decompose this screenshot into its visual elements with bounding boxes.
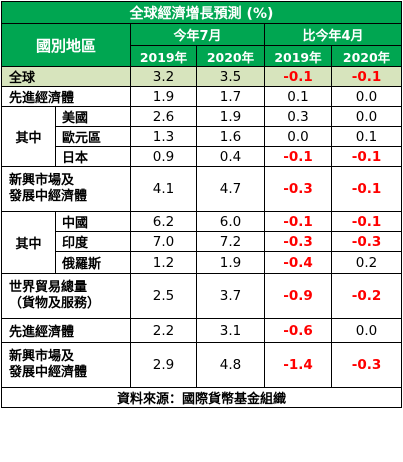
value-2020: 3.1 [196,318,265,343]
change-2019: -0.6 [264,318,332,343]
value-2019: 2.5 [130,273,197,319]
value-2020: 4.8 [196,342,265,388]
row-label: 先進經濟體 [1,86,131,107]
value-2020: 3.7 [196,273,265,319]
change-2019: -0.9 [264,273,332,319]
change-2019: -0.3 [264,231,332,252]
table-row-emerging: 新興市場及 發展中經濟體 4.1 4.7 -0.3 -0.1 [1,166,403,212]
year-header-2019-change: 2019年 [264,45,332,67]
year-header-2019-current: 2019年 [130,45,197,67]
row-label: 先進經濟體 [1,318,131,343]
table-title: 全球經濟增長預測 (%) [0,1,403,24]
change-2019: -0.1 [264,66,332,87]
value-2019: 7.0 [130,231,197,252]
value-2019: 0.9 [130,146,197,167]
row-label: 印度 [55,231,131,252]
table-row-russia: 俄羅斯 1.2 1.9 -0.4 0.2 [2,251,403,274]
change-2019: -0.4 [264,251,332,274]
row-label: 世界貿易總量 （貨物及服務） [1,273,131,319]
change-2020: 0.0 [330,86,403,107]
value-2019: 6.2 [130,211,197,232]
change-2019: 0.1 [264,86,332,107]
table-row-world: 全球 3.2 3.5 -0.1 -0.1 [1,66,403,87]
table-row-advanced: 先進經濟體 1.9 1.7 0.1 0.0 [1,86,403,107]
change-2019: -0.1 [264,211,332,232]
row-label: 美國 [55,106,131,127]
table-row-india: 印度 7.0 7.2 -0.3 -0.3 [2,231,403,252]
row-label-line1: 世界貿易總量 [9,280,88,295]
change-2020: -0.1 [330,211,403,232]
row-label: 新興市場及 發展中經濟體 [1,166,131,212]
row-label-line2: （貨物及服務） [9,296,101,311]
change-2019: 0.0 [264,126,332,147]
value-2020: 6.0 [196,211,265,232]
row-label: 日本 [55,146,131,167]
change-2020: 0.0 [330,106,403,127]
table-row-advanced-trade: 先進經濟體 2.2 3.1 -0.6 0.0 [1,318,403,343]
row-label-line1: 新興市場及 [9,349,75,364]
value-2019: 1.9 [130,86,197,107]
change-2019: -0.1 [264,146,332,167]
row-label-line2: 發展中經濟體 [9,365,88,380]
value-2020: 7.2 [196,231,265,252]
value-2020: 1.7 [196,86,265,107]
region-column-header: 國別地區 [1,23,131,67]
change-2020: -0.3 [330,342,403,388]
forecast-table-container: 全球經濟增長預測 (%) 國別地區 今年7月 比今年4月 2019年 2020年… [0,1,403,408]
table-row-euro: 歐元區 1.3 1.6 0.0 0.1 [2,126,403,147]
value-2019: 2.9 [130,342,197,388]
value-2019: 1.3 [130,126,197,147]
change-2020: -0.1 [330,146,403,167]
row-label: 新興市場及 發展中經濟體 [1,342,131,388]
value-2019: 4.1 [130,166,197,212]
value-2019: 1.2 [130,251,197,274]
change-2019: -0.3 [264,166,332,212]
current-forecast-header: 今年7月 [130,23,265,46]
table-row-us: 其中 美國 2.6 1.9 0.3 0.0 [1,106,403,167]
change-2020: -0.2 [330,273,403,319]
value-2020: 4.7 [196,166,265,212]
value-2020: 0.4 [196,146,265,167]
value-2020: 1.9 [196,106,265,127]
change-2020: 0.1 [330,126,403,147]
row-label-line1: 新興市場及 [9,173,75,188]
table-row-emerging-trade: 新興市場及 發展中經濟體 2.9 4.8 -1.4 -0.3 [1,342,403,388]
row-label: 全球 [1,66,131,87]
change-2020: 0.2 [330,251,403,274]
row-label-line2: 發展中經濟體 [9,189,88,204]
change-2020: -0.1 [330,166,403,212]
change-2020: -0.3 [330,231,403,252]
group-label-advanced-subset: 其中 [1,106,56,167]
value-2020: 1.6 [196,126,265,147]
change-2020: 0.0 [330,318,403,343]
group-label-emerging-subset: 其中 [1,211,56,274]
source-footnote: 資料來源：國際貨幣基金組織 [0,387,403,408]
year-header-2020-current: 2020年 [196,45,265,67]
row-label: 俄羅斯 [55,251,131,274]
table-row-world-trade: 世界貿易總量 （貨物及服務） 2.5 3.7 -0.9 -0.2 [1,273,403,319]
growth-forecast-table: 全球經濟增長預測 (%) 國別地區 今年7月 比今年4月 2019年 2020年… [0,1,403,408]
row-label: 歐元區 [55,126,131,147]
change-2020: -0.1 [330,66,403,87]
value-2019: 2.2 [130,318,197,343]
value-2019: 2.6 [130,106,197,127]
change-2019: -1.4 [264,342,332,388]
year-header-2020-change: 2020年 [330,45,403,67]
change-2019: 0.3 [264,106,332,127]
value-2020: 3.5 [196,66,265,87]
table-row-japan: 日本 0.9 0.4 -0.1 -0.1 [2,146,403,167]
value-2019: 3.2 [130,66,197,87]
value-2020: 1.9 [196,251,265,274]
row-label: 中國 [55,211,131,232]
table-row-china: 其中 中國 6.2 6.0 -0.1 -0.1 [1,211,403,274]
change-vs-april-header: 比今年4月 [263,23,403,46]
